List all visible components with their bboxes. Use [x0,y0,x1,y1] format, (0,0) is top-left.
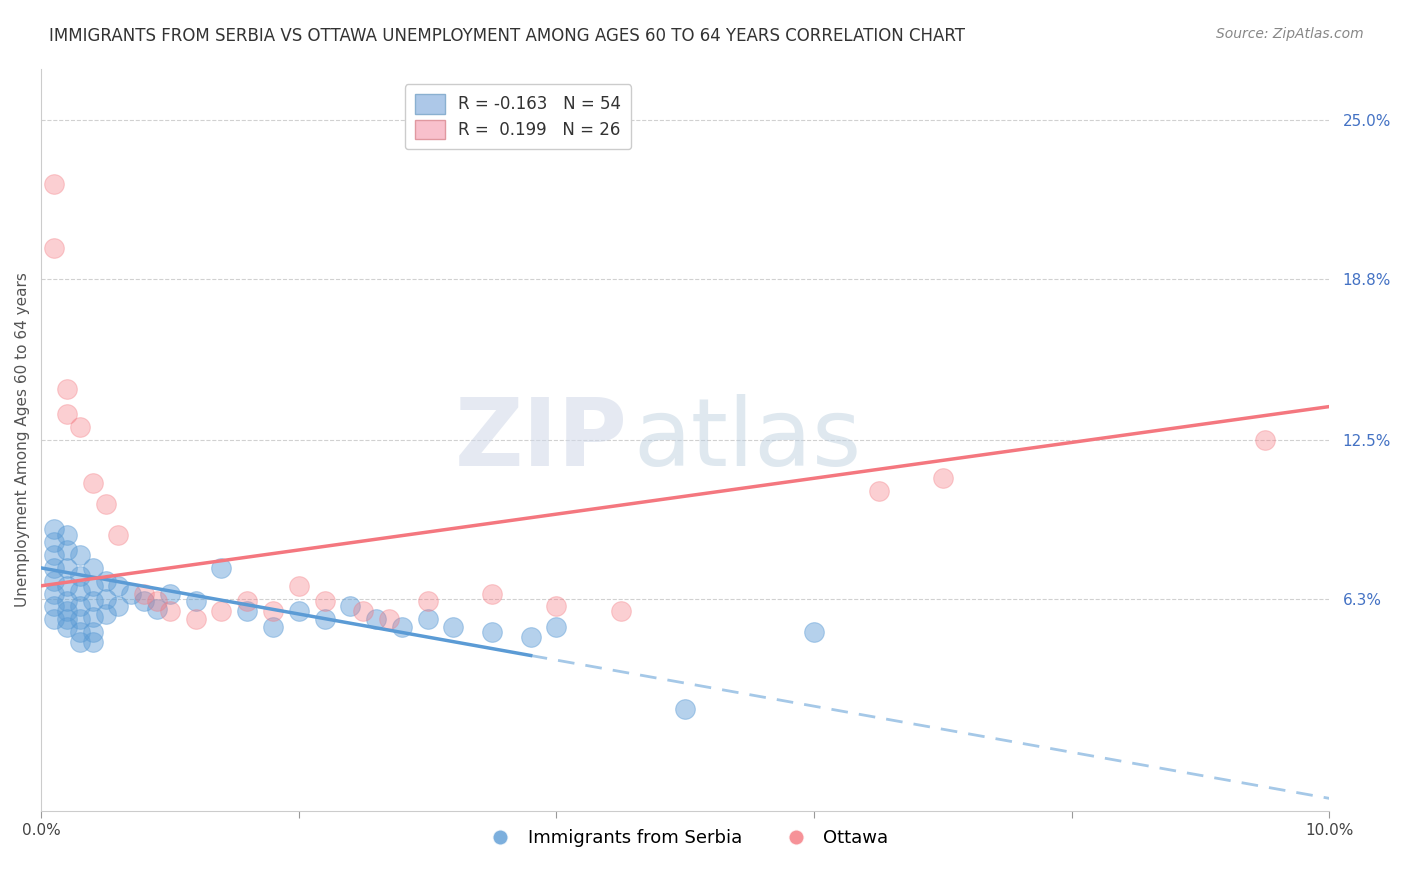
Point [107,579,129,593]
Point [69,624,91,639]
Point [94,591,117,606]
Point [441,620,464,634]
Point [94,607,117,621]
Point [42,586,65,600]
Point [56,594,79,608]
Text: IMMIGRANTS FROM SERBIA VS OTTAWA UNEMPLOYMENT AMONG AGES 60 TO 64 YEARS CORRELAT: IMMIGRANTS FROM SERBIA VS OTTAWA UNEMPLO… [49,27,965,45]
Point [159,604,181,618]
Point [82,594,104,608]
Point [56,604,79,618]
Point [416,594,439,608]
Point [42,535,65,549]
Point [391,620,413,634]
Text: atlas: atlas [634,394,862,486]
Point [546,599,568,614]
Point [146,594,169,608]
Point [314,594,336,608]
Point [42,599,65,614]
Point [546,620,568,634]
Point [184,612,207,626]
Point [159,586,181,600]
Text: ZIP: ZIP [454,394,627,486]
Point [82,609,104,624]
Point [56,382,79,396]
Point [146,602,169,616]
Point [82,624,104,639]
Point [211,604,233,618]
Point [69,599,91,614]
Point [416,612,439,626]
Point [42,523,65,537]
Point [314,612,336,626]
Point [82,635,104,649]
Point [69,635,91,649]
Point [673,702,696,716]
Point [42,612,65,626]
Point [107,527,129,541]
Point [519,630,541,644]
Point [120,586,142,600]
Point [352,604,374,618]
Point [262,604,284,618]
Point [236,604,259,618]
Point [481,586,503,600]
Point [42,574,65,588]
Point [94,497,117,511]
Point [42,177,65,191]
Point [42,561,65,575]
Point [69,548,91,562]
Point [339,599,361,614]
Point [184,594,207,608]
Point [69,420,91,434]
Point [211,561,233,575]
Point [364,612,387,626]
Point [107,599,129,614]
Point [868,484,890,499]
Point [69,583,91,598]
Point [932,471,955,485]
Point [262,620,284,634]
Point [56,612,79,626]
Point [82,476,104,491]
Y-axis label: Unemployment Among Ages 60 to 64 years: Unemployment Among Ages 60 to 64 years [15,272,30,607]
Point [287,604,309,618]
Point [56,579,79,593]
Point [481,624,503,639]
Point [287,579,309,593]
Point [56,620,79,634]
Point [134,594,156,608]
Point [378,612,401,626]
Legend: Immigrants from Serbia, Ottawa: Immigrants from Serbia, Ottawa [475,822,896,855]
Point [1254,433,1277,447]
Point [134,586,156,600]
Point [56,527,79,541]
Point [42,548,65,562]
Point [56,407,79,421]
Point [42,241,65,255]
Point [56,543,79,558]
Text: Source: ZipAtlas.com: Source: ZipAtlas.com [1216,27,1364,41]
Point [94,574,117,588]
Point [803,624,825,639]
Point [82,561,104,575]
Point [82,579,104,593]
Point [236,594,259,608]
Point [69,612,91,626]
Point [56,561,79,575]
Point [69,568,91,582]
Point [610,604,633,618]
